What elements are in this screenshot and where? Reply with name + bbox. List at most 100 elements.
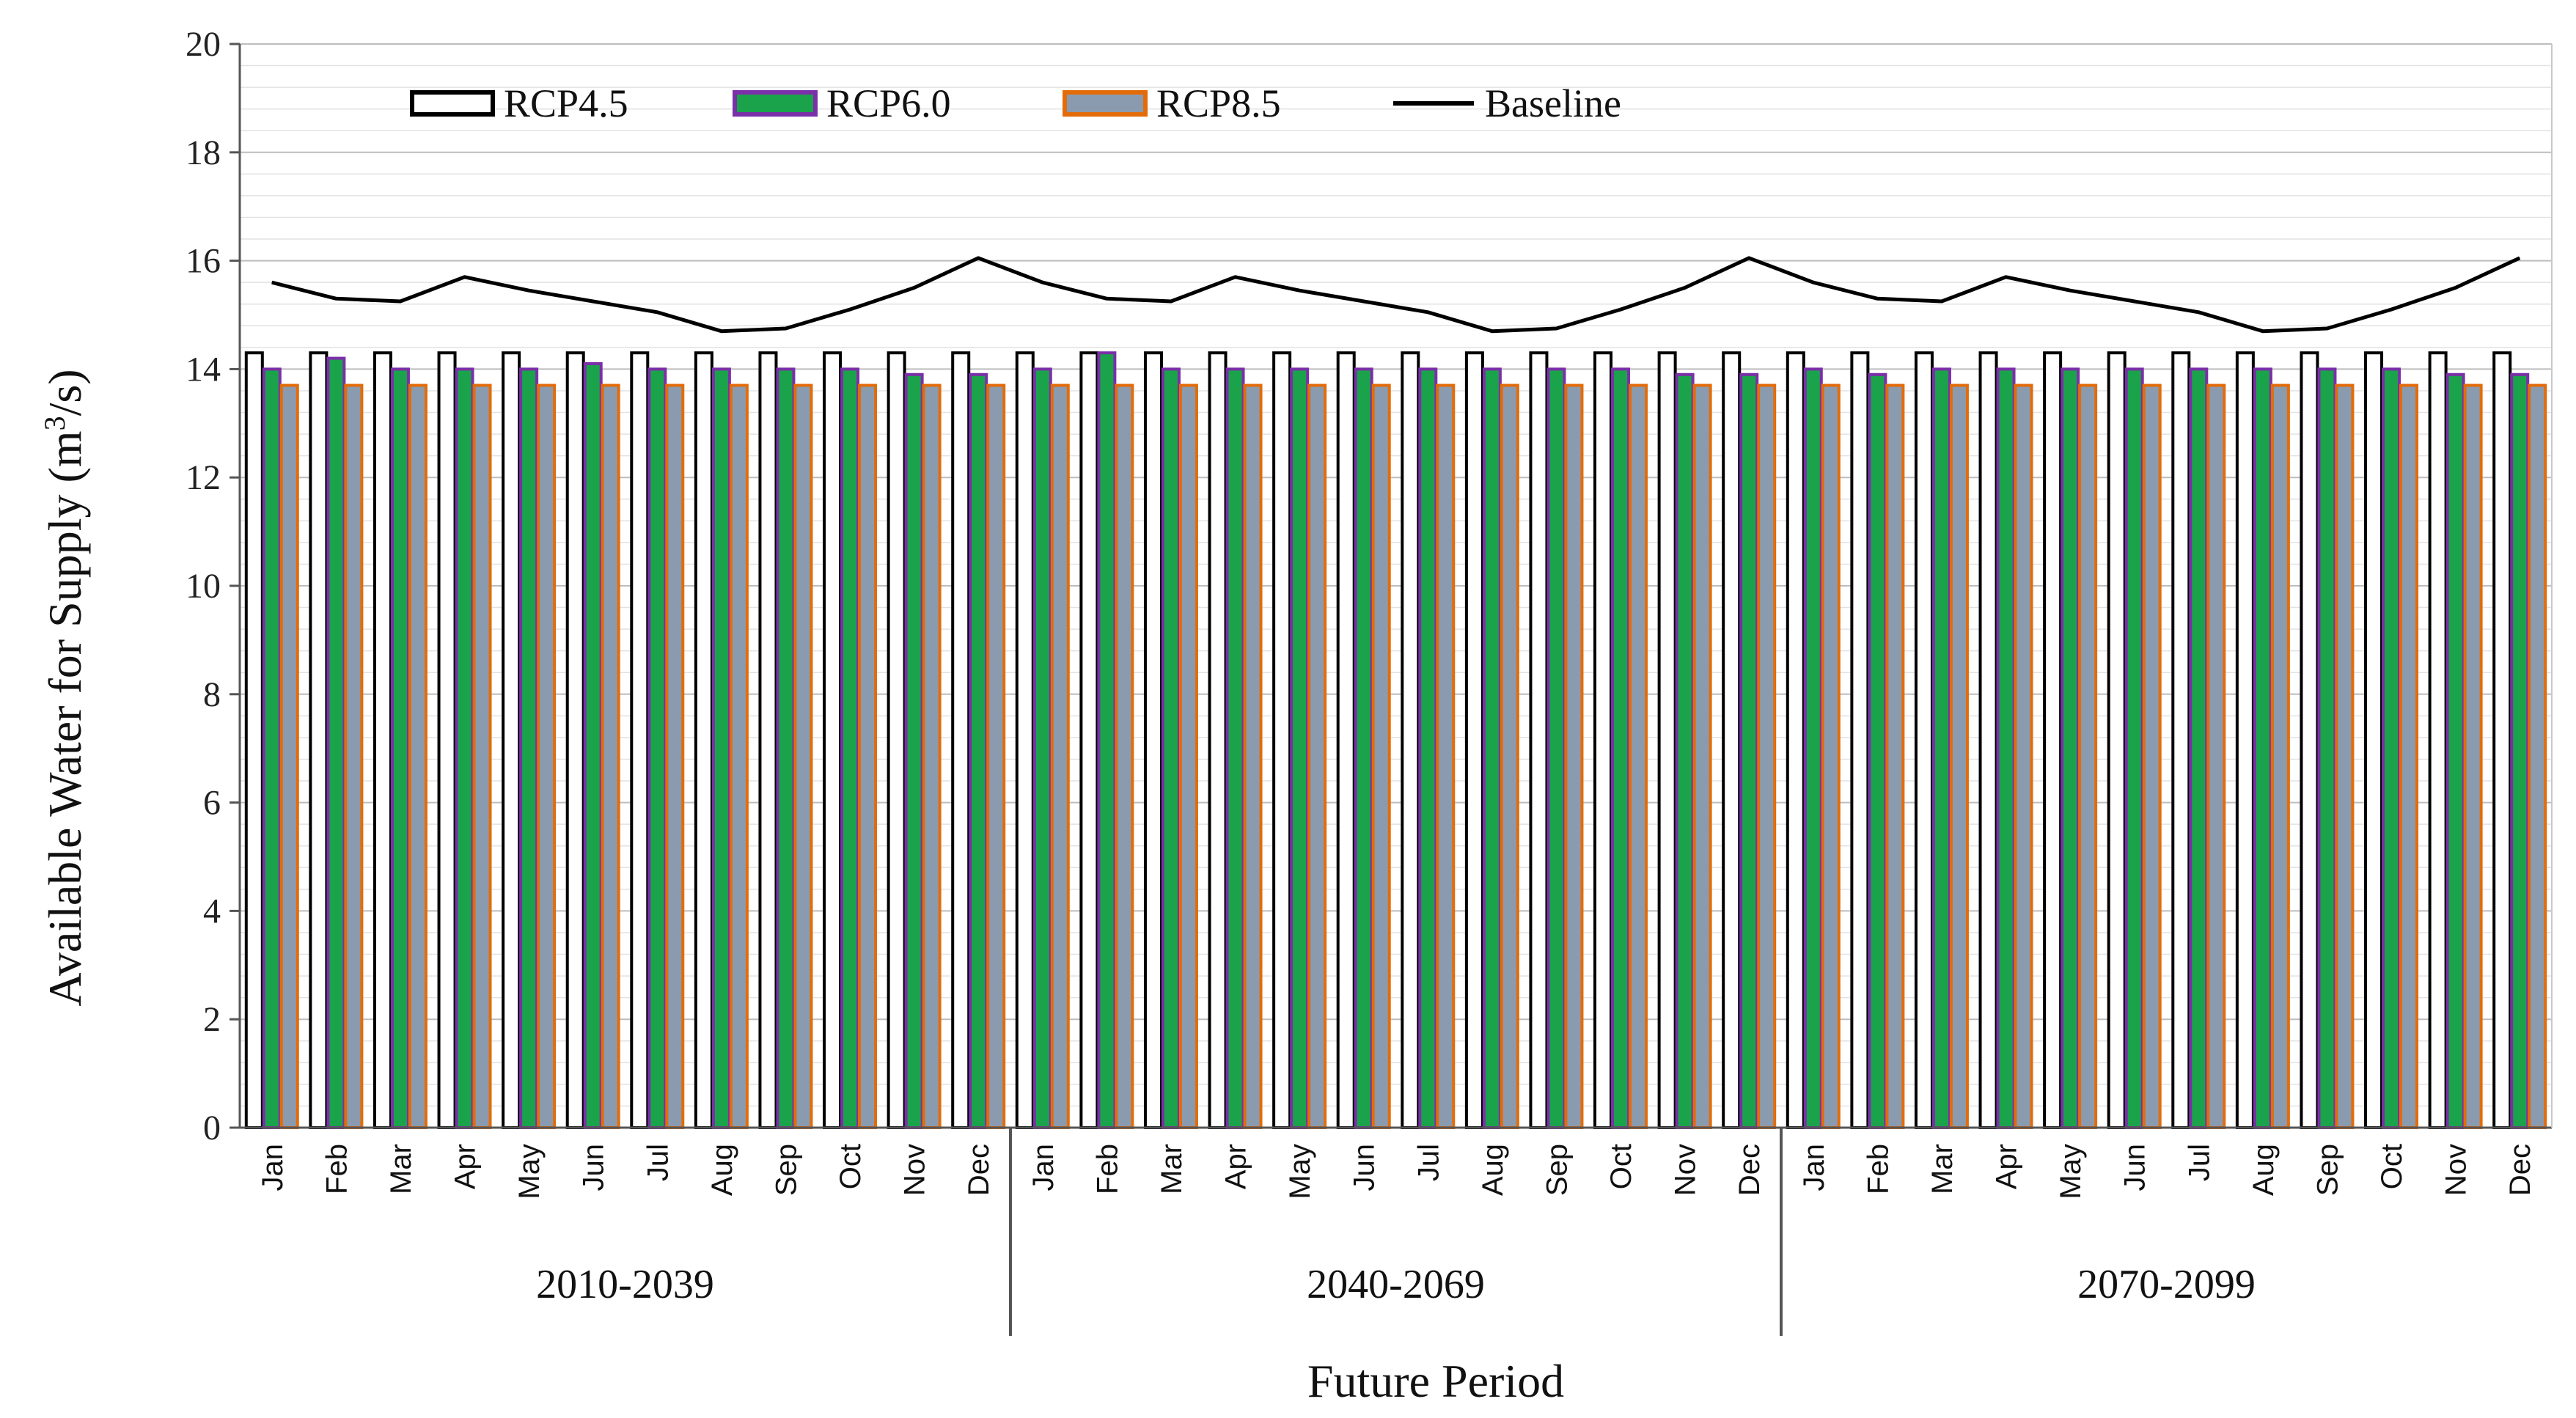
x-tick-label: Aug: [2247, 1144, 2280, 1196]
bar-rcp85: [2078, 383, 2098, 1129]
y-tick-label: 14: [186, 350, 221, 389]
x-tick-label: Apr: [449, 1144, 482, 1189]
bar-rcp45: [1015, 351, 1035, 1130]
bar-rcp85: [279, 383, 299, 1129]
x-tick-label: May: [1284, 1144, 1316, 1200]
x-axis-title: Future Period: [1307, 1355, 1564, 1407]
x-tick-label: Dec: [1733, 1144, 1766, 1196]
bar-rcp60: [1996, 367, 2016, 1129]
bar-rcp85: [1436, 383, 1456, 1129]
legend-swatch-rcp45: [410, 90, 495, 117]
x-tick-label: Jan: [257, 1144, 289, 1191]
x-tick-label: May: [513, 1144, 546, 1200]
bar-rcp85: [665, 383, 685, 1129]
y-axis-title-superscript: 3: [38, 416, 71, 430]
bar-rcp60: [1482, 367, 1502, 1129]
legend-label-rcp85: RCP8.5: [1156, 81, 1281, 125]
y-tick-label: 0: [203, 1109, 221, 1147]
x-tick-label: Apr: [1220, 1144, 1252, 1189]
y-tick-label: 4: [203, 892, 221, 930]
legend-label-baseline: Baseline: [1485, 81, 1621, 125]
bar-rcp60: [904, 372, 924, 1129]
bar-rcp45: [1593, 351, 1613, 1130]
bar-rcp85: [2399, 383, 2419, 1129]
axes: [230, 43, 2553, 1129]
x-tick-label: Jan: [1798, 1144, 1830, 1191]
bar-rcp85: [344, 383, 364, 1129]
bar-rcp60: [2317, 367, 2337, 1129]
x-tick-label: Mar: [1156, 1144, 1188, 1194]
bar-rcp60: [1803, 367, 1823, 1129]
bar-rcp45: [2428, 351, 2448, 1130]
x-tick-label: Mar: [385, 1144, 417, 1194]
bar-rcp85: [1115, 383, 1134, 1129]
bar-rcp45: [1143, 351, 1163, 1130]
bar-rcp60: [1418, 367, 1438, 1129]
x-tick-label: Aug: [1477, 1144, 1509, 1196]
bar-rcp45: [437, 351, 457, 1130]
bar-rcp85: [537, 383, 557, 1129]
bar-rcp60: [2189, 367, 2209, 1129]
bar-rcp85: [2528, 383, 2547, 1129]
bar-rcp60: [1290, 367, 1310, 1129]
x-tick-label: Jul: [642, 1144, 674, 1181]
x-tick-labels: Jan Feb Mar Apr May Jun Jul Aug Sep Oct Nov Dec Jan F…: [257, 1144, 2536, 1200]
baseline-point: [335, 298, 337, 299]
x-tick-label: Dec: [2504, 1144, 2536, 1196]
y-axis-title: Available Water for Supply (m3/s): [38, 369, 91, 1006]
bar-rcp60: [1032, 367, 1052, 1129]
legend-label-rcp60: RCP6.0: [826, 81, 951, 125]
x-tick-label: Oct: [834, 1144, 867, 1189]
bar-rcp85: [2463, 383, 2483, 1129]
baseline-point: [271, 282, 273, 283]
bar-rcp85: [729, 383, 749, 1129]
bar-rcp85: [1629, 383, 1648, 1129]
baseline-point: [2069, 290, 2071, 291]
y-tick-label: 6: [203, 784, 221, 823]
baseline-point: [464, 276, 466, 278]
bar-rcp45: [2043, 351, 2063, 1130]
bar-rcp60: [583, 362, 603, 1129]
bar-rcp60: [969, 372, 988, 1129]
legend-label-rcp45: RCP4.5: [504, 81, 628, 125]
bar-rcp45: [565, 351, 585, 1130]
legend: RCP4.5 RCP6.0 RCP8.5 Baseline: [410, 81, 1621, 125]
x-tick-label: Sep: [2312, 1144, 2344, 1196]
bar-rcp85: [793, 383, 813, 1129]
bar-rcp45: [2107, 351, 2127, 1130]
x-tick-label: Sep: [771, 1144, 803, 1196]
bar-rcp45: [1914, 351, 1934, 1130]
legend-swatch-rcp85: [1063, 90, 1148, 117]
baseline-point: [1876, 298, 1878, 299]
x-tick-label: Sep: [1541, 1144, 1574, 1196]
bar-rcp45: [1079, 351, 1099, 1130]
bar-rcp45: [1529, 351, 1549, 1130]
y-tick-label: 18: [186, 133, 221, 172]
bar-rcp85: [1243, 383, 1263, 1129]
bar-rcp60: [2124, 367, 2144, 1129]
bar-rcp60: [326, 356, 346, 1129]
bar-rcp60: [262, 367, 282, 1129]
x-tick-label: Oct: [1605, 1144, 1637, 1189]
baseline-point: [2390, 309, 2392, 310]
y-axis-title-main: Available Water for Supply (m: [39, 430, 91, 1006]
bar-rcp60: [2382, 367, 2401, 1129]
bar-rcp45: [1722, 351, 1742, 1130]
bar-rcp60: [776, 367, 796, 1129]
bar-rcp85: [1564, 383, 1584, 1129]
bar-rcp45: [1464, 351, 1484, 1130]
baseline-point: [1941, 301, 1942, 302]
bar-rcp85: [1821, 383, 1841, 1129]
bar-rcp60: [1739, 372, 1759, 1129]
bar-rcp45: [1978, 351, 1998, 1130]
baseline-point: [977, 257, 979, 259]
bar-rcp45: [1657, 351, 1677, 1130]
bar-rcp45: [694, 351, 713, 1130]
bar-rcp60: [2445, 372, 2465, 1129]
x-tick-label: Nov: [2440, 1144, 2473, 1196]
period-label: 2070-2099: [2077, 1262, 2256, 1307]
bar-rcp85: [1949, 383, 1969, 1129]
bar-rcp45: [758, 351, 778, 1130]
bar-rcp60: [455, 367, 474, 1129]
